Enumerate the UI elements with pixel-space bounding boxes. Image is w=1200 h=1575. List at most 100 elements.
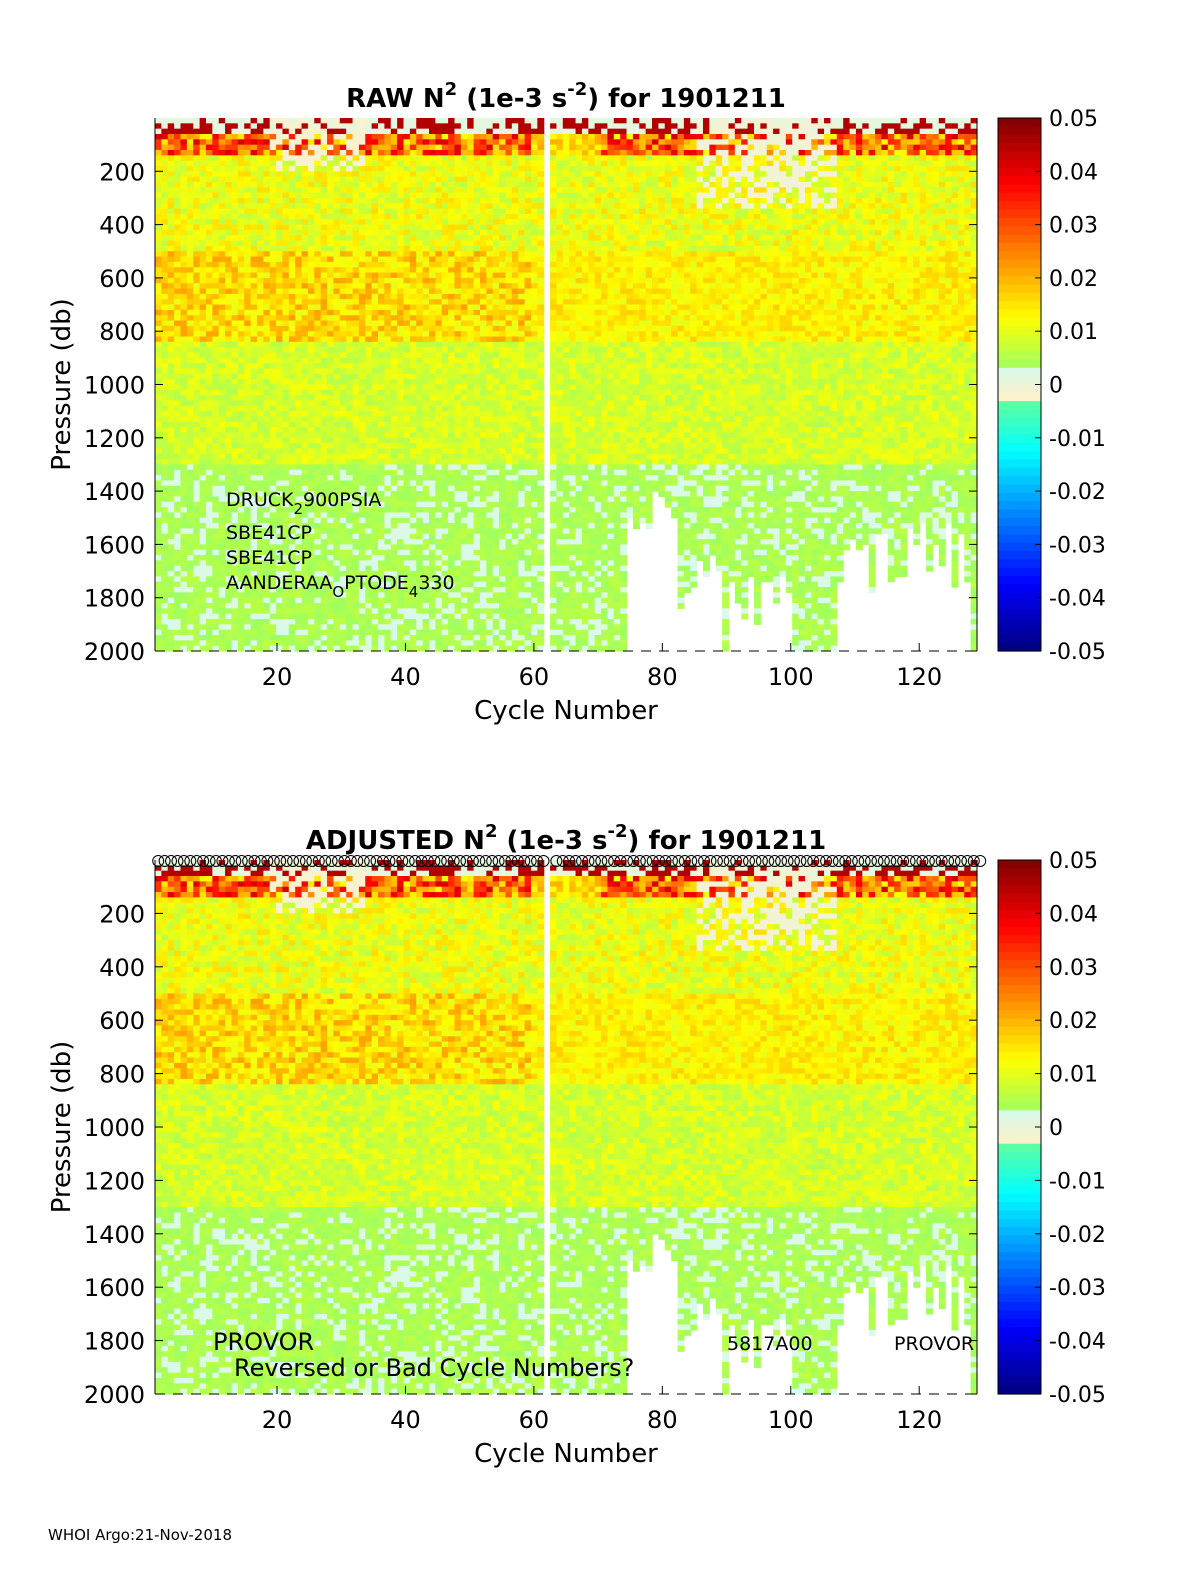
heatmap-cell: [180, 448, 188, 455]
heatmap-cell: [346, 128, 354, 135]
heatmap-cell: [333, 277, 341, 284]
heatmap-cell: [346, 251, 354, 258]
heatmap-cell: [441, 533, 449, 540]
heatmap-cell: [333, 581, 341, 588]
heatmap-cell: [237, 341, 245, 348]
heatmap-cell: [237, 336, 245, 343]
heatmap-cell: [231, 597, 239, 604]
heatmap-cell: [161, 592, 169, 599]
heatmap-cell: [244, 405, 252, 412]
heatmap-cell: [409, 224, 417, 231]
heatmap-cell: [205, 587, 213, 593]
heatmap-cell: [441, 133, 449, 140]
heatmap-cell: [371, 240, 379, 247]
heatmap-cell: [429, 149, 436, 156]
heatmap-cell: [244, 565, 252, 572]
heatmap-cell: [327, 160, 335, 167]
heatmap-cell: [237, 576, 245, 583]
heatmap-cell: [416, 411, 424, 418]
heatmap-cell: [416, 155, 424, 162]
heatmap-cell: [422, 203, 430, 210]
heatmap-cell: [199, 336, 207, 343]
heatmap-cell: [282, 352, 290, 359]
heatmap-cell: [174, 437, 182, 444]
heatmap-cell: [212, 464, 220, 471]
heatmap-cell: [225, 272, 233, 279]
heatmap-cell: [346, 155, 354, 162]
heatmap-cell: [429, 288, 436, 295]
heatmap-cell: [167, 176, 175, 183]
heatmap-cell: [448, 261, 456, 268]
heatmap-cell: [384, 597, 392, 604]
heatmap-cell: [276, 118, 284, 124]
heatmap-cell: [225, 512, 233, 519]
heatmap-cell: [276, 608, 284, 615]
heatmap-cell: [263, 544, 271, 551]
heatmap-cell: [352, 352, 360, 359]
heatmap-cell: [307, 118, 315, 124]
heatmap-cell: [441, 400, 449, 407]
heatmap-cell: [409, 416, 417, 423]
heatmap-cell: [435, 416, 443, 423]
heatmap-cell: [327, 400, 335, 407]
heatmap-cell: [365, 544, 373, 551]
heatmap-cell: [467, 373, 475, 380]
heatmap-cell: [161, 277, 169, 284]
heatmap-cell: [460, 283, 468, 290]
heatmap-cell: [371, 309, 379, 316]
heatmap-cell: [384, 389, 392, 396]
heatmap-cell: [205, 507, 213, 514]
heatmap-cell: [186, 523, 194, 530]
heatmap-cell: [460, 640, 468, 647]
heatmap-cell: [454, 309, 462, 316]
heatmap-cell: [448, 544, 456, 551]
heatmap-cell: [180, 453, 188, 460]
heatmap-cell: [320, 555, 328, 561]
heatmap-cell: [244, 160, 252, 167]
heatmap-cell: [288, 587, 296, 593]
heatmap-cell: [429, 373, 436, 380]
heatmap-cell: [244, 464, 252, 471]
heatmap-cell: [244, 256, 252, 263]
heatmap-cell: [435, 283, 443, 290]
heatmap-cell: [256, 411, 264, 418]
heatmap-cell: [244, 501, 252, 508]
heatmap-cell: [371, 427, 379, 434]
heatmap-cell: [237, 453, 245, 460]
heatmap-cell: [314, 240, 322, 247]
heatmap-cell: [352, 613, 360, 620]
heatmap-cell: [256, 512, 264, 519]
heatmap-cell: [199, 235, 207, 242]
heatmap-cell: [327, 464, 335, 471]
heatmap-cell: [218, 229, 226, 236]
heatmap-cell: [333, 613, 341, 620]
heatmap-cell: [397, 341, 405, 348]
heatmap-cell: [327, 384, 335, 391]
heatmap-cell: [378, 160, 385, 167]
heatmap-cell: [282, 496, 290, 503]
heatmap-cell: [155, 421, 162, 428]
heatmap-cell: [429, 336, 436, 343]
heatmap-cell: [384, 448, 392, 455]
heatmap-cell: [167, 192, 175, 199]
heatmap-cell: [282, 368, 290, 375]
heatmap-cell: [155, 315, 162, 322]
heatmap-cell: [346, 192, 354, 199]
heatmap-cell: [320, 571, 328, 577]
heatmap-cell: [301, 171, 309, 178]
heatmap-cell: [205, 469, 213, 476]
heatmap-cell: [288, 613, 296, 620]
heatmap-cell: [282, 411, 290, 418]
heatmap-cell: [250, 261, 258, 268]
heatmap-cell: [333, 208, 341, 215]
heatmap-cell: [186, 352, 194, 359]
heatmap-cell: [365, 341, 373, 348]
heatmap-cell: [282, 437, 290, 444]
heatmap-cell: [416, 416, 424, 423]
heatmap-cell: [320, 443, 328, 450]
heatmap-cell: [218, 315, 226, 322]
heatmap-cell: [218, 576, 226, 583]
heatmap-cell: [205, 133, 213, 140]
heatmap-cell: [409, 128, 417, 135]
heatmap-cell: [256, 571, 264, 577]
